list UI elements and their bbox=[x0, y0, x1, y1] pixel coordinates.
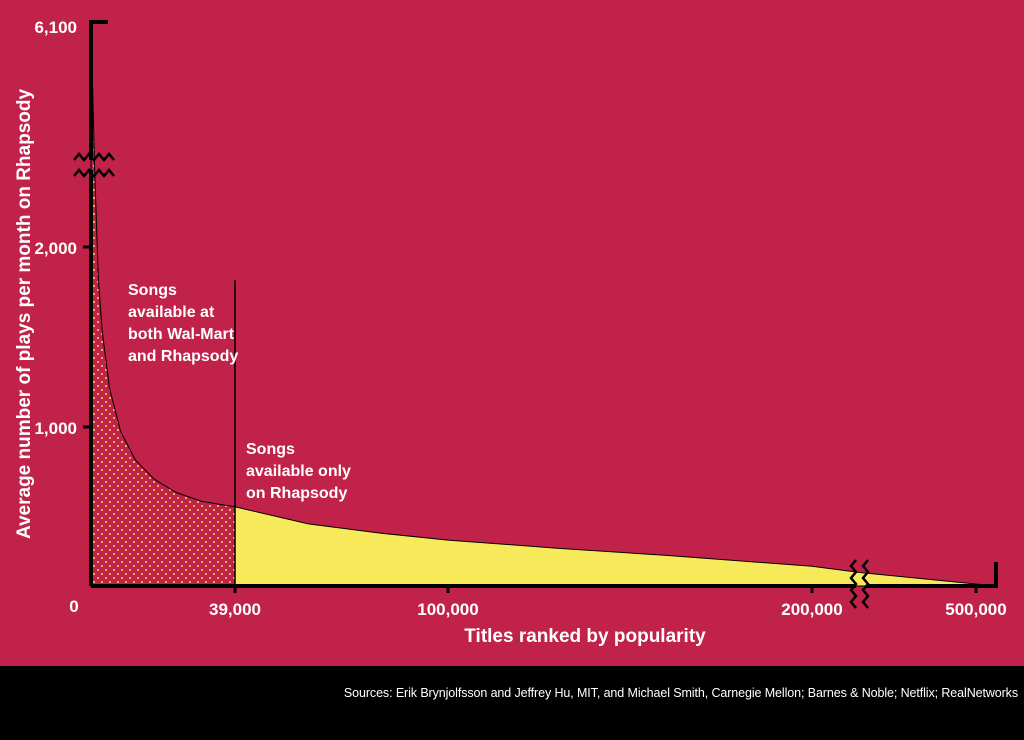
annotation-line: both Wal-Mart bbox=[128, 326, 235, 343]
annotation-tail: Songs available only on Rhapsody bbox=[246, 441, 351, 502]
annotation-line: Songs bbox=[246, 441, 295, 458]
origin-label: 0 bbox=[69, 597, 78, 616]
annotation-line: available at bbox=[128, 304, 215, 321]
x-axis-line bbox=[91, 562, 998, 588]
y-tick-label: 2,000 bbox=[34, 239, 77, 258]
y-axis-line bbox=[89, 20, 108, 586]
tail-area-series bbox=[234, 506, 997, 587]
x-axis-title: Titles ranked by popularity bbox=[464, 626, 706, 647]
long-tail-chart: 6,100 2,000 1,000 0 39,000 100,000 200,0… bbox=[14, 18, 1007, 647]
source-credit: Sources: Erik Brynjolfsson and Jeffrey H… bbox=[343, 686, 1018, 700]
annotation-line: on Rhapsody bbox=[246, 485, 347, 502]
x-tick-label: 100,000 bbox=[417, 600, 478, 619]
annotation-head: Songs available at both Wal-Mart and Rha… bbox=[128, 282, 238, 365]
x-tick-label: 500,000 bbox=[945, 600, 1006, 619]
x-axis-break-icon bbox=[849, 559, 870, 609]
y-axis-break-icon bbox=[73, 152, 115, 178]
x-tick-label: 200,000 bbox=[781, 600, 842, 619]
y-tick-label: 1,000 bbox=[34, 419, 77, 438]
annotation-line: and Rhapsody bbox=[128, 348, 238, 365]
annotation-line: available only bbox=[246, 463, 351, 480]
footer-bar: Sources: Erik Brynjolfsson and Jeffrey H… bbox=[0, 666, 1024, 740]
y-tick-label: 6,100 bbox=[34, 18, 77, 37]
x-tick-label: 39,000 bbox=[209, 600, 261, 619]
annotation-line: Songs bbox=[128, 282, 177, 299]
head-area-series bbox=[90, 21, 236, 587]
y-axis-title: Average number of plays per month on Rha… bbox=[14, 89, 35, 540]
